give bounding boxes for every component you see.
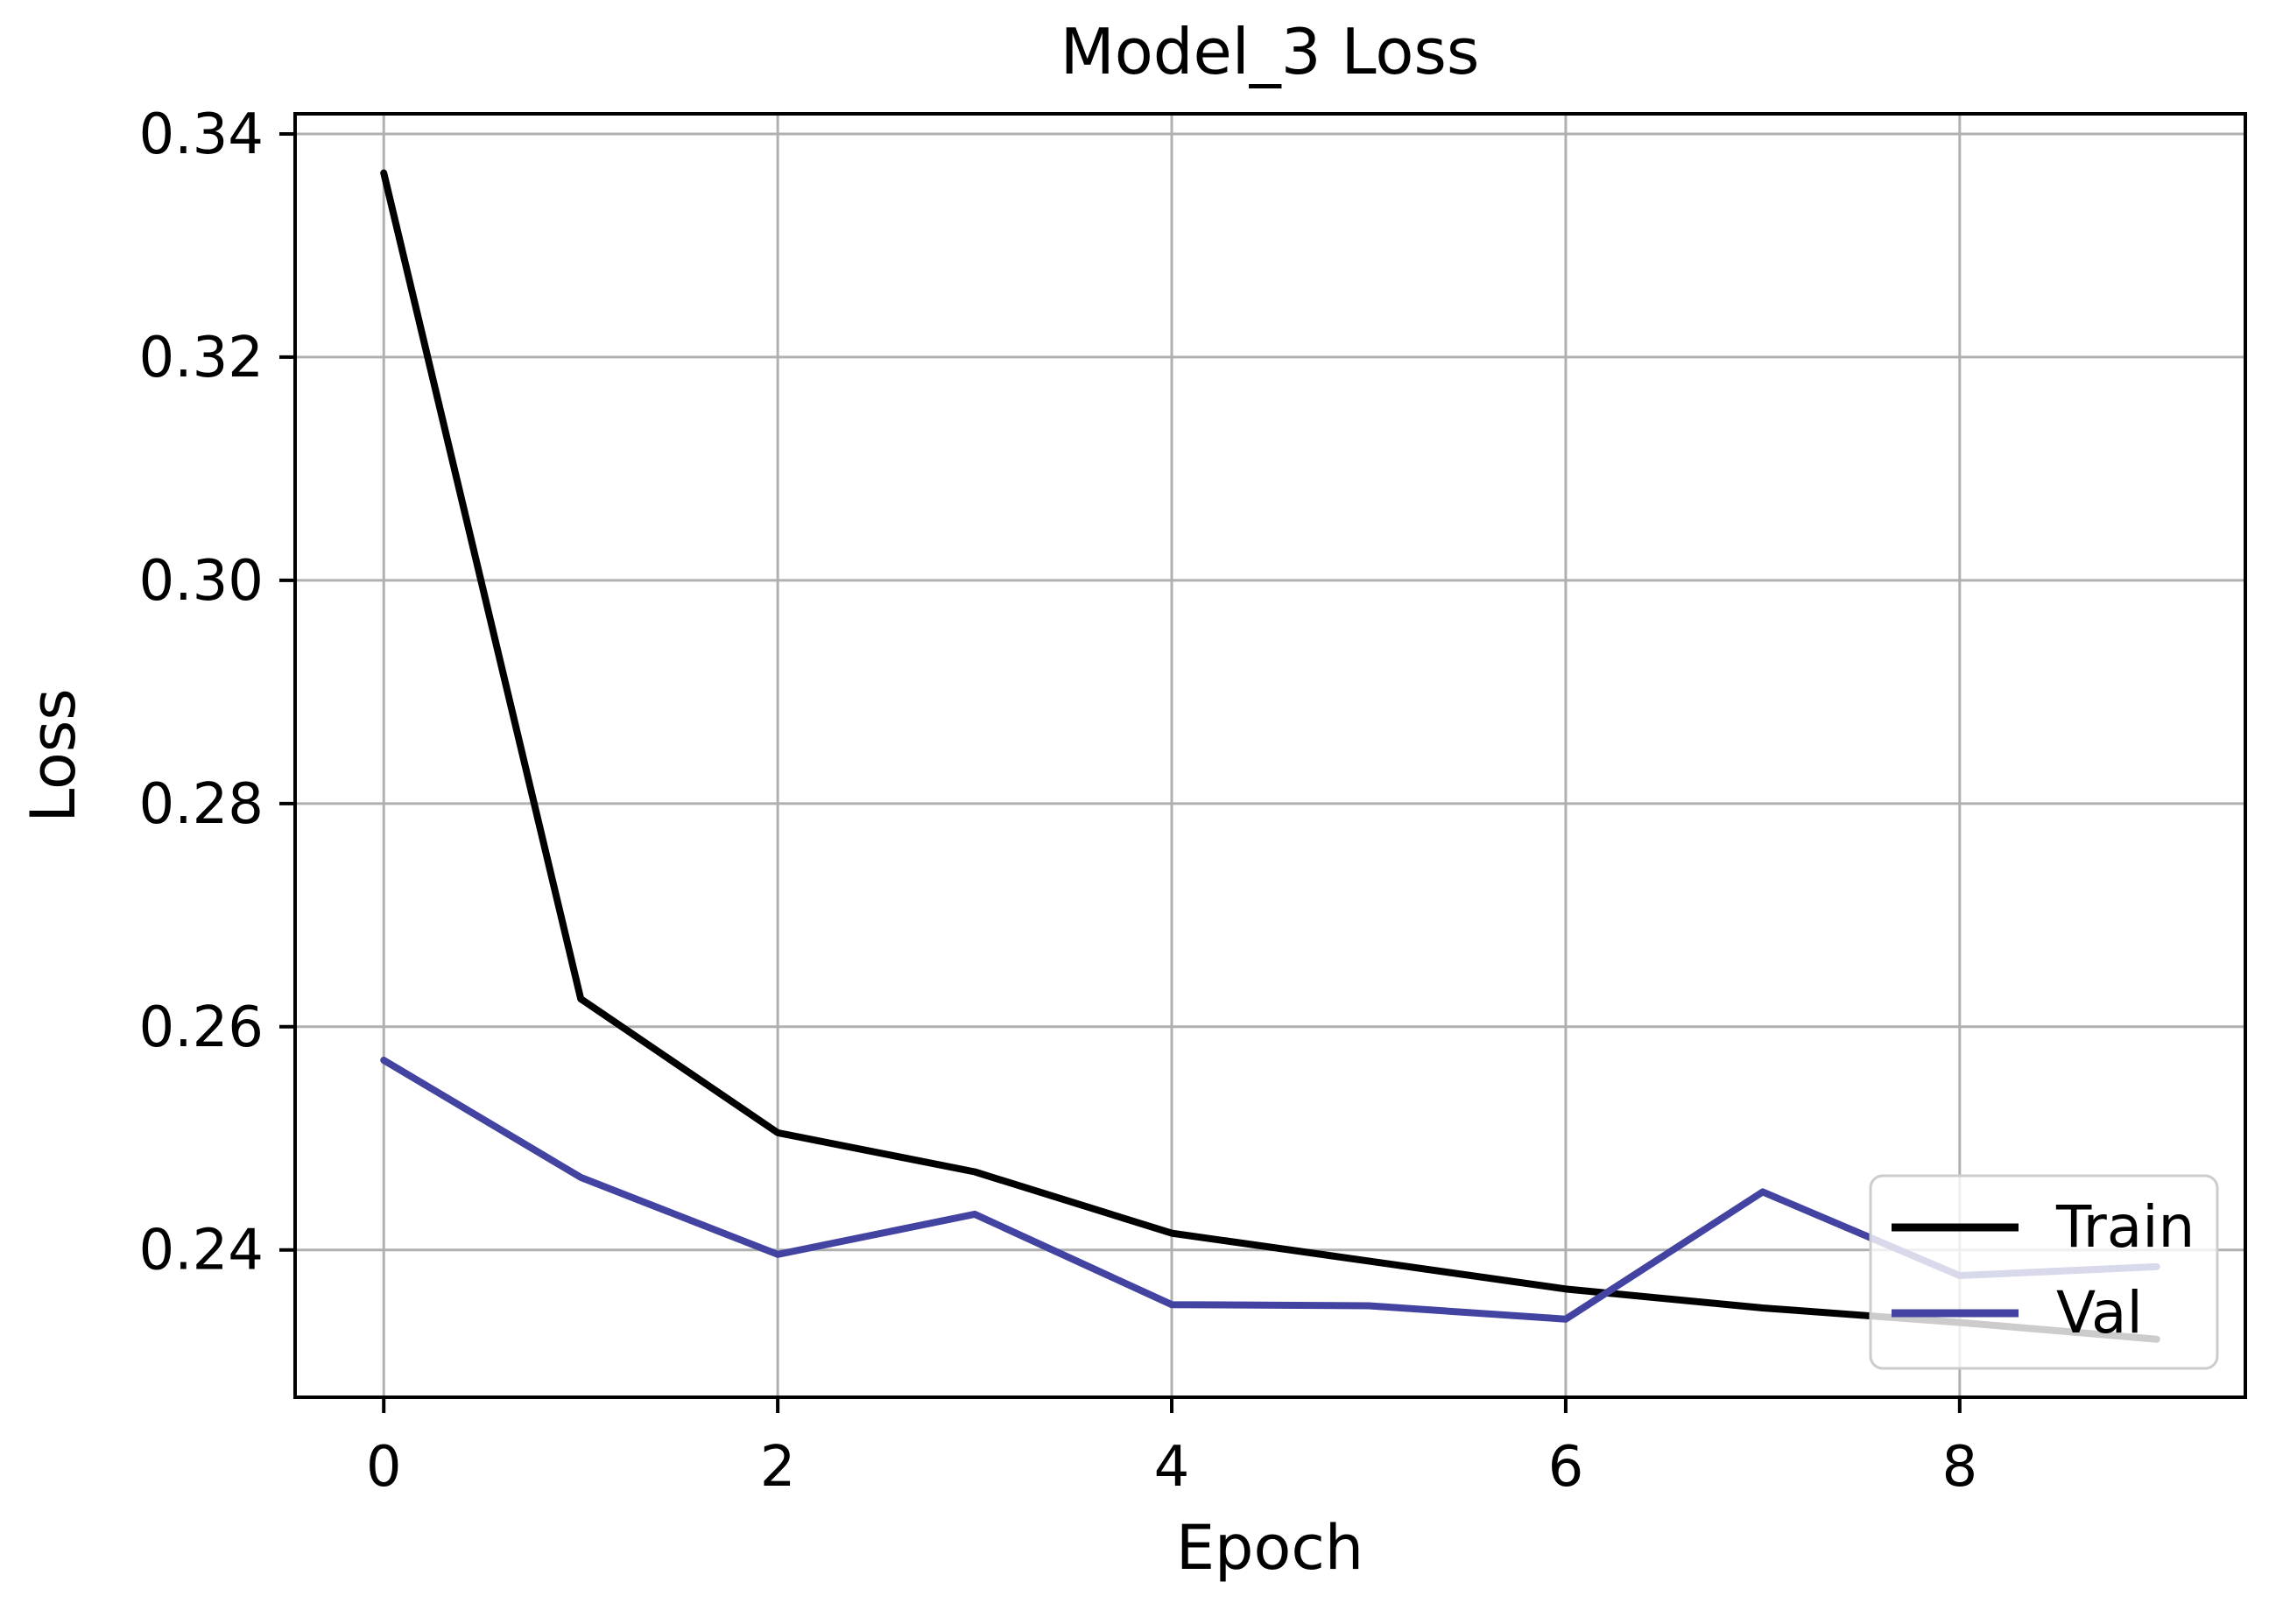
x-tick-label: 8 [1941, 1435, 1977, 1500]
series-layer [380, 169, 2160, 1343]
y-tick-label: 0.24 [139, 1219, 264, 1283]
chart-title: Model_3 Loss [1060, 15, 1480, 88]
y-tick-label: 0.30 [139, 549, 264, 614]
plot-spines [293, 112, 2247, 1399]
y-tick-label: 0.34 [139, 102, 264, 167]
x-tick-label: 4 [1154, 1435, 1190, 1500]
x-tick-label: 6 [1548, 1435, 1584, 1500]
val-series-line [380, 1057, 2160, 1323]
x-axis-label: Epoch [1176, 1512, 1363, 1584]
legend-box: Train Val [1869, 1174, 2219, 1370]
x-tick-label: 2 [760, 1435, 796, 1500]
legend-val-label: Val [2056, 1279, 2143, 1346]
legend-train-label: Train [2055, 1193, 2195, 1261]
train-series-line [380, 169, 2160, 1343]
y-tick-label: 0.32 [139, 326, 264, 390]
x-tick-label: 0 [366, 1435, 402, 1500]
y-axis-label: Loss [18, 688, 89, 823]
y-tick-label: 0.28 [139, 772, 264, 837]
tick-layer: 0 2 4 6 8 0.24 0.26 0.28 0.30 0.32 0.34 [139, 102, 1978, 1500]
y-tick-label: 0.26 [139, 995, 264, 1060]
